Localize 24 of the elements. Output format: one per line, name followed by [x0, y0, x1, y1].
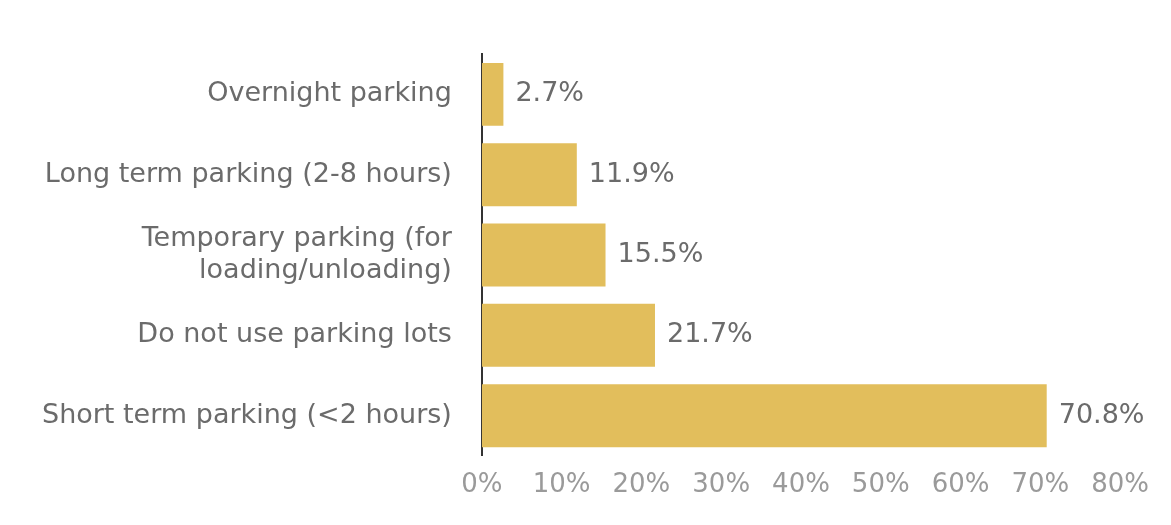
data-label: 21.7% [666, 317, 753, 349]
x-tick-label: 80% [1091, 468, 1149, 499]
data-label: 70.8% [1058, 397, 1145, 429]
data-label: 11.9% [588, 156, 675, 188]
x-tick-label: 10% [532, 468, 591, 499]
bar [481, 62, 504, 126]
x-tick-label: 60% [931, 468, 990, 499]
x-tick-label: 0% [461, 468, 503, 499]
y-tick-label: Long term parking (2-8 hours) [44, 156, 452, 188]
y-tick-label: Short term parking (<2 hours) [41, 397, 452, 429]
data-label: 2.7% [515, 76, 585, 108]
x-tick-label: 50% [851, 468, 910, 499]
x-tick-label: 70% [1011, 468, 1070, 499]
x-tick-label: 20% [612, 468, 671, 499]
y-tick-label: Overnight parking [207, 76, 452, 108]
x-tick-label: 40% [772, 468, 830, 499]
x-tick-label: 30% [692, 468, 751, 499]
bar [481, 384, 1047, 448]
bar [481, 223, 606, 287]
bar [481, 303, 655, 367]
y-tick-label: Temporary parking (for loading/unloading) [140, 220, 453, 285]
data-label: 15.5% [617, 237, 704, 269]
y-tick-label: Do not use parking lots [137, 317, 452, 349]
bar [481, 143, 577, 207]
